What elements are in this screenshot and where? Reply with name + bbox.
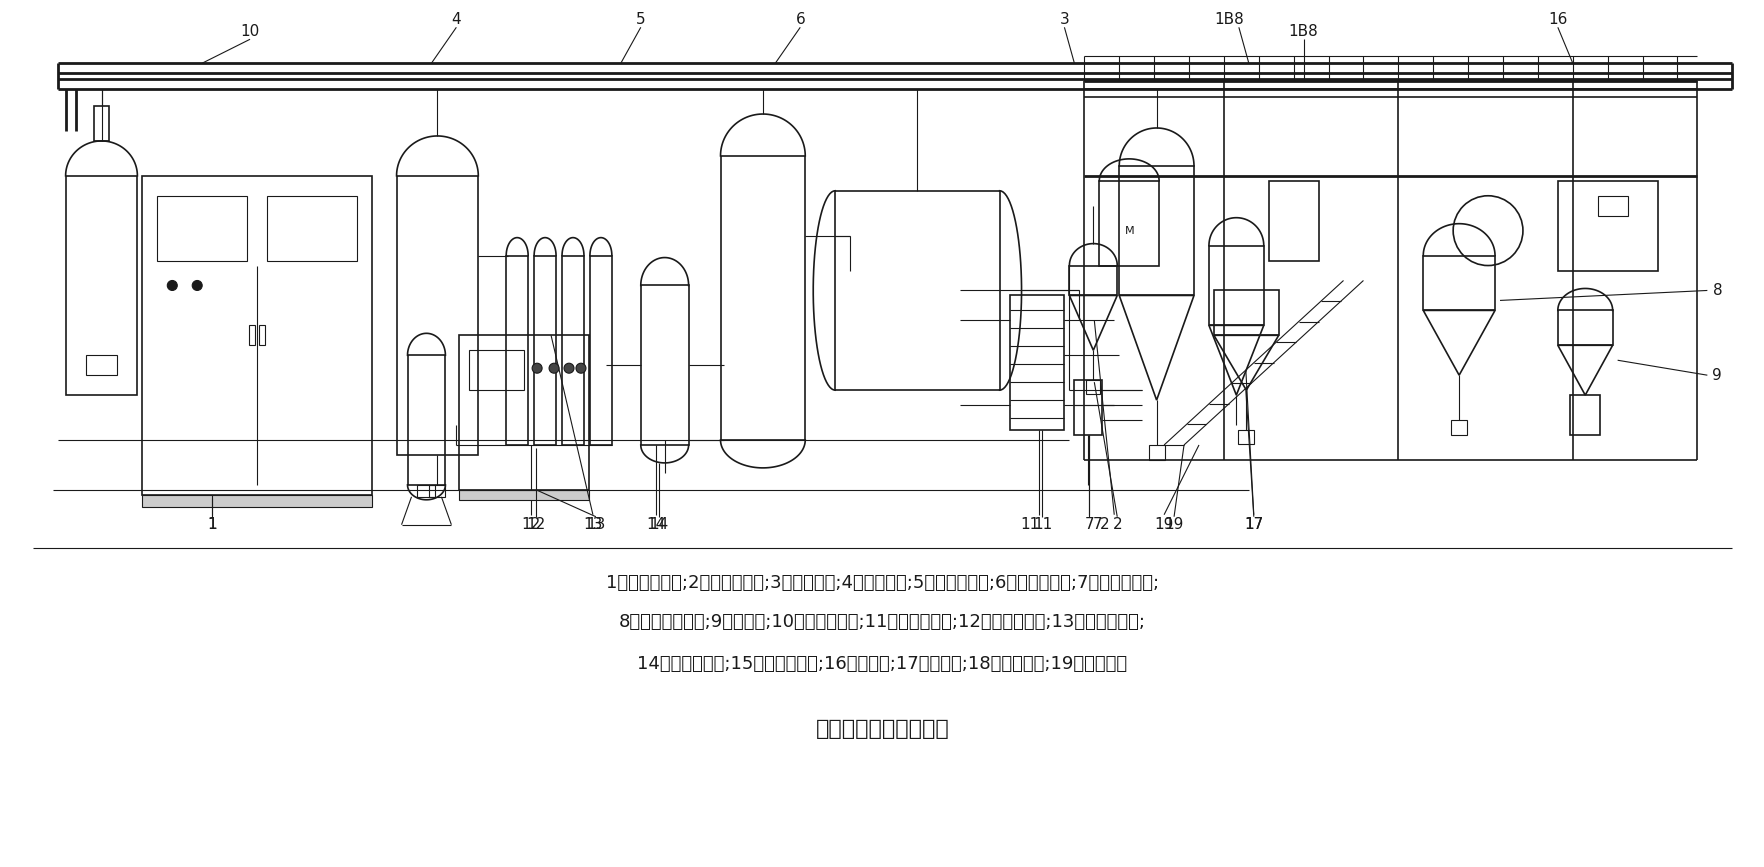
Text: 19: 19 xyxy=(1154,518,1173,532)
Bar xyxy=(1238,430,1254,444)
Circle shape xyxy=(575,363,586,373)
Text: 2: 2 xyxy=(1099,518,1108,532)
Text: 10: 10 xyxy=(240,23,259,39)
Bar xyxy=(1085,380,1099,394)
Text: 13: 13 xyxy=(582,518,602,532)
Text: 3: 3 xyxy=(1058,12,1069,27)
Circle shape xyxy=(531,363,542,373)
Circle shape xyxy=(168,281,176,290)
Bar xyxy=(834,191,998,390)
Bar xyxy=(459,490,589,499)
Text: 16: 16 xyxy=(1547,12,1566,27)
Bar xyxy=(143,495,372,507)
Text: 12: 12 xyxy=(520,518,540,532)
Text: 8: 8 xyxy=(1711,283,1722,298)
Text: 1－氮气压缩机;2－气流粉碎机;3－预冷料仓;4－液氮贮槽;5－液氮汽化器;6－低温氮气槽;7－气路分配器;: 1－氮气压缩机;2－气流粉碎机;3－预冷料仓;4－液氮贮槽;5－液氮汽化器;6－… xyxy=(605,574,1159,591)
Circle shape xyxy=(192,281,203,290)
Bar xyxy=(266,196,356,261)
Bar xyxy=(469,350,524,390)
Bar xyxy=(1570,395,1600,435)
Bar xyxy=(1558,310,1612,345)
Bar xyxy=(1558,181,1656,271)
Text: 17: 17 xyxy=(1244,518,1263,532)
Text: 19: 19 xyxy=(1164,518,1184,532)
Text: 7: 7 xyxy=(1083,518,1094,532)
Text: 14: 14 xyxy=(649,518,669,532)
Text: 12: 12 xyxy=(526,518,545,532)
Bar xyxy=(93,106,109,141)
Bar xyxy=(1074,380,1102,435)
Bar xyxy=(589,256,612,445)
Text: 14－精密过滤器;15－防爆除尘器;16－过滤器;17－过渡仓;18－支架平台;19－楼梯结构: 14－精密过滤器;15－防爆除尘器;16－过滤器;17－过渡仓;18－支架平台;… xyxy=(637,655,1127,674)
Text: 2: 2 xyxy=(1111,518,1122,532)
Text: 5: 5 xyxy=(635,12,646,27)
Text: 7: 7 xyxy=(1092,518,1101,532)
Bar xyxy=(1099,181,1159,265)
Bar xyxy=(143,176,372,495)
Text: 低温深冷气流粉碎流程: 低温深冷气流粉碎流程 xyxy=(815,719,949,739)
Text: M: M xyxy=(1124,225,1134,236)
Text: 11: 11 xyxy=(1032,518,1051,532)
Text: 4: 4 xyxy=(452,12,460,27)
Bar xyxy=(506,256,527,445)
Bar xyxy=(561,256,584,445)
Bar xyxy=(1268,181,1318,261)
Text: 13: 13 xyxy=(586,518,605,532)
Bar xyxy=(640,285,688,445)
Bar xyxy=(397,176,478,455)
Bar xyxy=(1596,196,1626,216)
Bar xyxy=(407,355,445,485)
Bar xyxy=(429,485,445,497)
Bar xyxy=(1422,256,1494,310)
Bar xyxy=(85,355,118,375)
Text: 1B8: 1B8 xyxy=(1288,23,1318,39)
Text: 1: 1 xyxy=(206,518,217,532)
Text: 1: 1 xyxy=(206,518,217,532)
Bar xyxy=(249,325,254,345)
Bar xyxy=(157,196,247,261)
Bar xyxy=(1208,245,1263,325)
Bar xyxy=(1069,265,1117,296)
Bar xyxy=(1214,290,1277,336)
Bar xyxy=(65,176,138,395)
Text: 8－旋风分离装置;9－出料桶;10－氮气回收槽;11－冷热交换器;12－高效除油机;13－冷冻干燥机;: 8－旋风分离装置;9－出料桶;10－氮气回收槽;11－冷热交换器;12－高效除油… xyxy=(619,613,1145,631)
Bar xyxy=(1450,420,1466,435)
Bar xyxy=(418,485,436,497)
Text: 6: 6 xyxy=(796,12,804,27)
Text: 14: 14 xyxy=(646,518,665,532)
Text: 11: 11 xyxy=(1020,518,1039,532)
Text: 1B8: 1B8 xyxy=(1214,12,1244,27)
Text: 17: 17 xyxy=(1244,518,1263,532)
Bar xyxy=(1009,296,1064,430)
Text: 9: 9 xyxy=(1711,368,1722,382)
Bar xyxy=(1148,445,1164,460)
Circle shape xyxy=(549,363,559,373)
Bar xyxy=(259,325,265,345)
Bar xyxy=(534,256,556,445)
Circle shape xyxy=(564,363,573,373)
Bar xyxy=(459,336,589,490)
Bar xyxy=(720,156,804,440)
Bar xyxy=(1118,166,1192,296)
